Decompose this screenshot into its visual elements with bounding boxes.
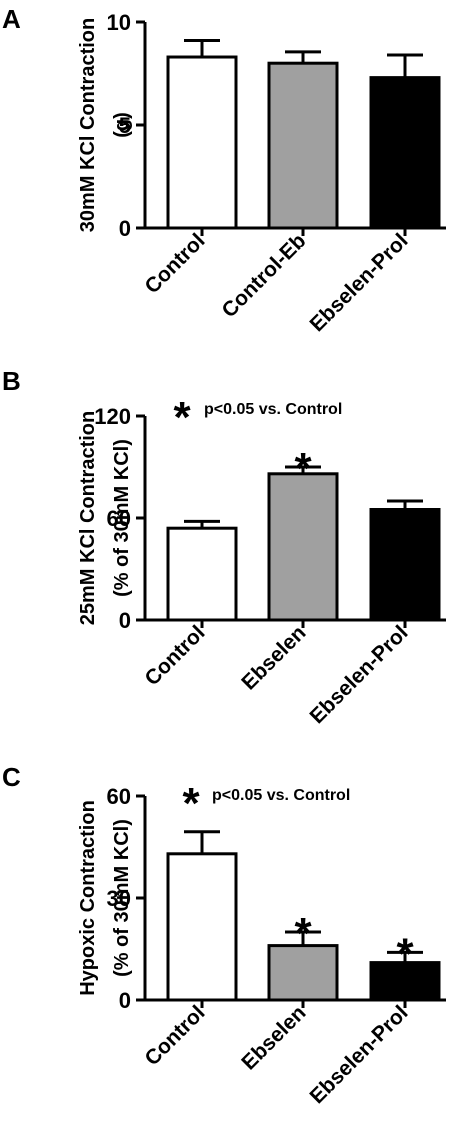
x-category-label: Control-Eb bbox=[218, 229, 311, 322]
x-category-label: Ebselen bbox=[237, 621, 310, 694]
y-tick-label: 120 bbox=[94, 404, 131, 429]
bar bbox=[267, 472, 339, 622]
y-axis-label: (% of 30mM KCl) bbox=[111, 819, 133, 977]
panel-letter: A bbox=[2, 4, 21, 34]
y-tick-label: 5 bbox=[119, 113, 131, 138]
x-category-label: Control bbox=[140, 1001, 209, 1070]
bar bbox=[369, 508, 441, 622]
significance-star: * bbox=[396, 929, 414, 978]
y-axis-label: 25mM KCl Contraction bbox=[77, 411, 99, 625]
chart-panel-c: C Hypoxic Contraction (% of 30mM KCl) 0 30 60… bbox=[2, 762, 446, 1108]
significance-star: * bbox=[294, 444, 312, 493]
x-category-label: Ebselen bbox=[237, 1001, 310, 1074]
x-category-label: Ebselen-Prol bbox=[305, 1001, 412, 1108]
y-axis-label: (% of 30mM KCl) bbox=[111, 439, 133, 597]
legend-star: * bbox=[173, 393, 191, 442]
bar bbox=[267, 944, 339, 1002]
y-axis-label: Hypoxic Contraction bbox=[77, 800, 99, 996]
y-axis-label: (g) bbox=[111, 112, 133, 138]
significance-star: * bbox=[294, 909, 312, 958]
x-category-label: Ebselen-Prol bbox=[305, 229, 412, 336]
chart-panel-b: B 25mM KCl Contraction (% of 30mM KCl) 0 60 1… bbox=[2, 366, 446, 728]
y-tick-label: 60 bbox=[107, 784, 131, 809]
y-tick-label: 10 bbox=[107, 10, 131, 35]
y-tick-label: 60 bbox=[107, 506, 131, 531]
chart-panel-a: A 30mM KCl Contraction (g) 0 5 10 Control Contr… bbox=[2, 4, 446, 336]
y-tick-label: 0 bbox=[119, 988, 131, 1013]
bar bbox=[369, 961, 441, 1002]
bar bbox=[166, 526, 238, 622]
bar bbox=[369, 76, 441, 230]
y-tick-label: 0 bbox=[119, 608, 131, 633]
x-category-label: Control bbox=[140, 229, 209, 298]
legend-text: p<0.05 vs. Control bbox=[212, 787, 350, 804]
x-category-label: Control bbox=[140, 621, 209, 690]
bar bbox=[166, 55, 238, 230]
legend-text: p<0.05 vs. Control bbox=[204, 401, 342, 418]
panel-letter: C bbox=[2, 762, 21, 792]
y-tick-label: 30 bbox=[107, 886, 131, 911]
legend-star: * bbox=[182, 779, 200, 828]
bar bbox=[267, 61, 339, 230]
y-tick-label: 0 bbox=[119, 216, 131, 241]
bar bbox=[166, 852, 238, 1002]
x-category-label: Ebselen-Prol bbox=[305, 621, 412, 728]
y-axis-label: 30mM KCl Contraction bbox=[77, 18, 99, 232]
panel-letter: B bbox=[2, 366, 21, 396]
